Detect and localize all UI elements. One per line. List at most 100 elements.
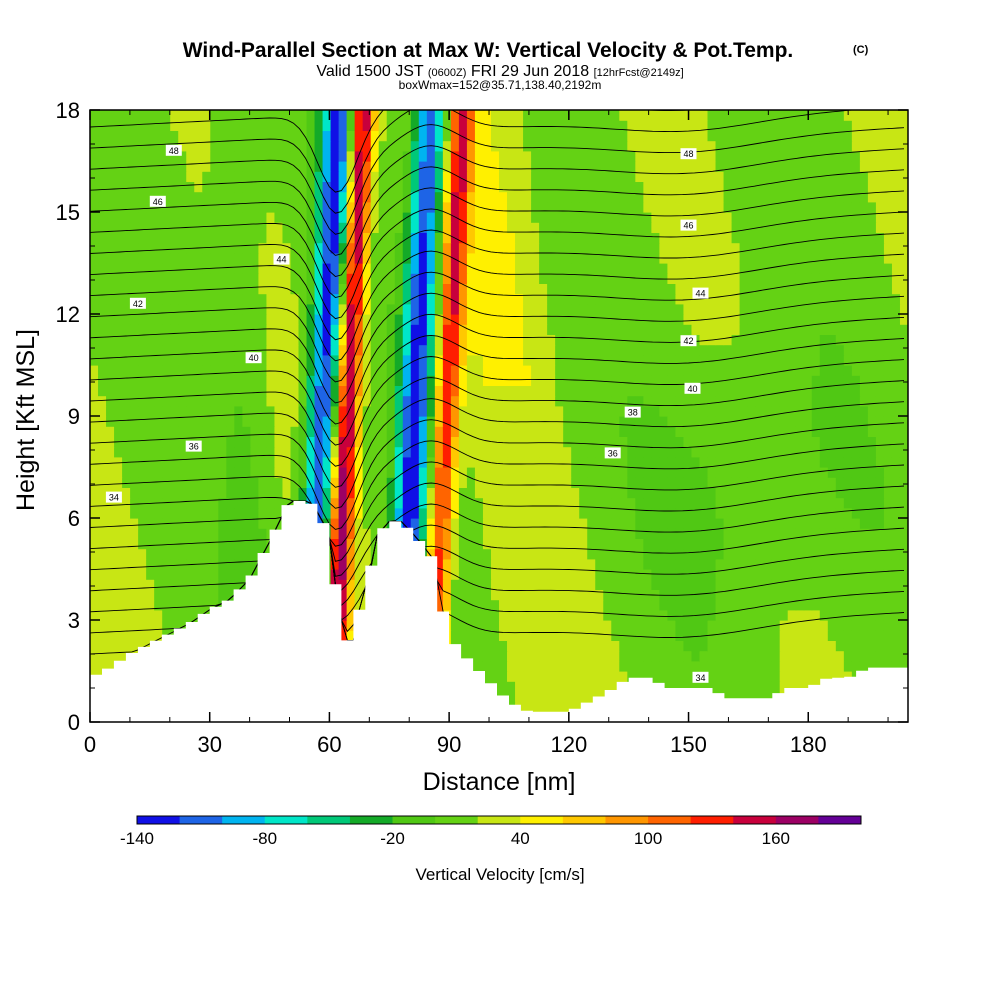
w-cell	[803, 538, 813, 550]
w-cell	[146, 365, 155, 376]
w-cell	[747, 599, 757, 611]
w-cell	[659, 579, 669, 590]
w-cell	[547, 303, 556, 315]
w-cell	[98, 405, 107, 417]
w-cell	[474, 395, 484, 407]
w-cell	[787, 548, 797, 560]
w-cell	[603, 538, 612, 550]
w-cell	[651, 487, 660, 499]
w-cell	[130, 538, 139, 550]
w-cell	[450, 558, 460, 570]
w-cell	[106, 273, 115, 284]
w-cell	[667, 293, 677, 305]
w-cell	[667, 365, 677, 376]
w-cell	[707, 222, 717, 233]
w-cell	[114, 589, 123, 601]
w-cell	[306, 477, 316, 488]
w-cell	[595, 273, 604, 284]
w-cell	[539, 681, 548, 692]
w-cell	[290, 395, 300, 407]
w-cell	[282, 263, 292, 274]
w-cell	[787, 487, 797, 499]
w-cell	[507, 283, 516, 295]
w-cell	[410, 232, 420, 244]
w-cell	[386, 416, 396, 427]
w-cell	[234, 446, 243, 458]
w-cell	[442, 599, 452, 611]
w-cell	[490, 579, 500, 590]
w-cell	[90, 365, 99, 376]
w-cell	[338, 599, 348, 611]
w-cell	[675, 650, 685, 662]
w-cell	[322, 334, 332, 346]
w-cell	[587, 477, 596, 488]
w-cell	[122, 538, 131, 550]
w-cell	[555, 620, 564, 631]
w-cell	[771, 538, 781, 550]
w-cell	[154, 242, 163, 254]
w-cell	[266, 385, 276, 397]
w-cell	[322, 405, 332, 417]
w-cell	[138, 242, 147, 254]
w-cell	[827, 640, 837, 652]
w-cell	[474, 273, 484, 284]
w-cell	[619, 222, 628, 233]
w-cell	[587, 691, 596, 703]
w-cell	[547, 620, 556, 631]
w-cell	[523, 283, 532, 295]
w-cell	[595, 620, 604, 631]
w-cell	[242, 293, 251, 305]
w-cell	[859, 477, 869, 488]
w-cell	[627, 538, 636, 550]
w-cell	[587, 334, 596, 346]
w-cell	[106, 599, 115, 611]
w-cell	[450, 375, 460, 386]
w-cell	[458, 518, 468, 529]
w-cell	[563, 222, 572, 233]
w-cell	[386, 242, 396, 254]
w-cell	[274, 283, 284, 295]
w-cell	[667, 467, 677, 478]
w-cell	[779, 232, 789, 244]
w-cell	[482, 426, 492, 437]
w-cell	[563, 334, 572, 346]
w-cell	[515, 283, 524, 295]
w-cell	[899, 518, 908, 529]
w-cell	[218, 273, 227, 284]
w-cell	[875, 640, 885, 652]
w-cell	[603, 487, 612, 499]
chart-title: Wind-Parallel Section at Max W: Vertical…	[183, 39, 794, 62]
w-cell	[482, 487, 492, 499]
w-cell	[370, 548, 380, 560]
w-cell	[370, 497, 380, 509]
w-cell	[98, 344, 107, 356]
w-cell	[827, 538, 837, 550]
w-cell	[763, 365, 773, 376]
w-cell	[667, 671, 677, 682]
w-cell	[282, 436, 292, 448]
w-cell	[803, 558, 813, 570]
w-cell	[875, 609, 885, 621]
w-cell	[891, 660, 901, 672]
w-cell	[843, 599, 853, 611]
w-cell	[867, 528, 877, 539]
w-cell	[499, 640, 508, 652]
w-cell	[426, 314, 436, 325]
w-cell	[114, 385, 123, 397]
w-cell	[314, 395, 324, 407]
w-cell	[627, 660, 636, 672]
w-cell	[258, 395, 268, 407]
w-cell	[226, 232, 235, 244]
w-cell	[314, 263, 324, 274]
w-cell	[226, 365, 235, 376]
w-cell	[563, 344, 572, 356]
w-cell	[699, 650, 709, 662]
w-cell	[579, 681, 588, 692]
w-cell	[507, 538, 516, 550]
w-cell	[114, 344, 123, 356]
w-cell	[226, 467, 235, 478]
w-cell	[827, 395, 837, 407]
w-cell	[138, 375, 147, 386]
w-cell	[795, 528, 805, 539]
w-cell	[595, 293, 604, 305]
